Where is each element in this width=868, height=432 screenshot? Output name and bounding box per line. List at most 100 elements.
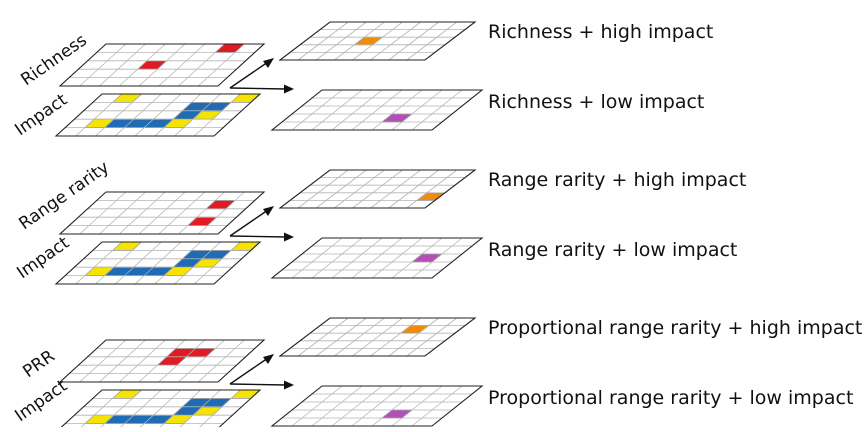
output-low-grid-prr-gridline: [291, 385, 343, 427]
output-high-grid-prr-gridline: [334, 317, 385, 357]
impact-grid-prr-gridline: [174, 389, 221, 432]
output-high-grid-range-rarity-gridline: [334, 169, 385, 209]
arrow-to-low-richness: [229, 84, 294, 94]
output-high-grid-range-rarity-gridline: [316, 169, 367, 209]
metric-grid-prr-gridline: [79, 339, 127, 383]
output-high-grid-range-rarity-gridline: [352, 169, 403, 209]
metric-grid-range-rarity: [58, 191, 266, 235]
output-label-prr-low: Proportional range rarity + low impact: [488, 387, 853, 409]
output-low-grid-richness-outline: [270, 89, 484, 131]
output-low-grid-range-rarity-gridline: [291, 237, 343, 279]
output-low-grid-prr-gridline: [371, 385, 423, 427]
metric-grid-richness-gridline: [158, 43, 206, 87]
impact-grid-range-rarity: [54, 241, 262, 285]
impact-grid-prr-gridline: [134, 389, 182, 432]
output-high-grid-prr-gridline: [388, 317, 439, 357]
output-high-grid-prr-outline: [278, 317, 477, 357]
output-high-grid-range-rarity-gridline: [388, 169, 439, 209]
impact-grid-range-rarity-gridline: [193, 241, 241, 285]
metric-grid-range-rarity-outline: [58, 191, 266, 235]
output-low-grid-range-rarity-gridline: [371, 237, 423, 279]
metric-grid-prr-gridline: [158, 339, 206, 383]
impact-label-2: Impact: [13, 233, 73, 283]
output-high-grid-richness-gridline: [370, 21, 421, 61]
output-high-grid-prr-gridline: [316, 317, 367, 357]
output-low-grid-prr-outline: [270, 385, 484, 427]
arrow-to-low-range-rarity: [229, 232, 294, 242]
output-low-grid-prr-gridline: [311, 385, 363, 427]
arrow-to-low-prr: [229, 380, 294, 390]
impact-grid-richness-gridline: [75, 93, 123, 137]
output-label-range-rarity-low: Range rarity + low impact: [488, 239, 737, 261]
metric-grid-range-rarity-gridline: [158, 191, 206, 235]
metric-grid-richness-gridline: [178, 43, 225, 87]
impact-grid-range-rarity-gridline: [154, 241, 202, 285]
metric-grid-range-rarity-gridline: [99, 191, 146, 235]
metric-grid-prr-gridline: [178, 339, 225, 383]
impact-grid-range-rarity-gridline: [75, 241, 123, 285]
output-high-grid-richness-gridline: [388, 21, 439, 61]
impact-grid-richness-gridline: [95, 93, 142, 137]
output-low-grid-richness-gridline: [311, 89, 363, 131]
impact-grid-richness-gridline: [114, 93, 162, 137]
impact-grid-prr-gridline: [95, 389, 142, 432]
output-low-grid-richness-gridline: [331, 89, 383, 131]
output-high-grid-range-rarity-gridline: [297, 169, 349, 209]
output-low-grid-range-rarity-outline: [270, 237, 484, 279]
impact-grid-range-rarity-gridline: [174, 241, 221, 285]
metric-grid-range-rarity-gridline: [197, 191, 245, 235]
output-label-prr-high: Proportional range rarity + high impact: [488, 317, 862, 339]
output-high-grid-richness-gridline: [406, 21, 458, 61]
arrow-to-high-prr: [229, 354, 274, 385]
impact-grid-richness-outline: [54, 93, 262, 137]
output-high-grid-richness-gridline: [316, 21, 367, 61]
metric-grid-prr-gridline: [99, 339, 146, 383]
output-high-grid-prr-gridline: [406, 317, 458, 357]
output-low-grid-richness-gridline: [371, 89, 423, 131]
output-low-grid-richness-gridline: [351, 89, 403, 131]
output-low-grid-richness-gridline: [411, 89, 463, 131]
output-high-grid-range-rarity-gridline: [370, 169, 421, 209]
metric-grid-prr: [58, 339, 266, 383]
output-high-grid-prr: [278, 317, 477, 357]
metric-grid-richness-gridline: [197, 43, 245, 87]
impact-grid-richness-gridline: [174, 93, 221, 137]
output-low-grid-range-rarity-gridline: [411, 237, 463, 279]
impact-grid-richness-gridline: [134, 93, 182, 137]
metric-grid-richness-gridline: [99, 43, 146, 87]
impact-grid-range-rarity-gridline: [134, 241, 182, 285]
output-low-grid-range-rarity: [270, 237, 484, 279]
output-low-grid-prr-gridline: [391, 385, 443, 427]
metric-grid-richness-gridline: [138, 43, 186, 87]
output-label-richness-low: Richness + low impact: [488, 91, 704, 113]
output-high-grid-range-rarity-gridline: [406, 169, 458, 209]
output-low-grid-prr-gridline: [411, 385, 463, 427]
impact-label-3: Impact: [11, 376, 71, 426]
output-low-grid-prr-gridline: [351, 385, 403, 427]
output-high-grid-richness: [278, 21, 477, 61]
impact-grid-range-rarity-outline: [54, 241, 262, 285]
impact-grid-prr-outline: [55, 389, 262, 432]
grid-layers: [54, 21, 484, 432]
impact-grid-range-rarity-gridline: [114, 241, 162, 285]
impact-grid-prr: [55, 389, 262, 432]
metric-grid-range-rarity-gridline: [178, 191, 225, 235]
output-high-grid-richness-gridline: [352, 21, 403, 61]
arrows: [229, 58, 294, 390]
output-low-grid-range-rarity-gridline: [331, 237, 383, 279]
output-low-grid-richness: [270, 89, 484, 131]
metric-grid-richness: [58, 43, 266, 87]
metric-grid-richness-gridline: [79, 43, 127, 87]
impact-grid-prr-gridline: [154, 389, 202, 432]
output-high-grid-richness-gridline: [297, 21, 349, 61]
metric-grid-richness-outline: [58, 43, 266, 87]
metric-grid-prr-gridline: [118, 339, 166, 383]
metric-label-prr: PRR: [19, 346, 58, 382]
output-low-grid-richness-gridline: [391, 89, 443, 131]
metric-grid-prr-gridline: [197, 339, 245, 383]
impact-grid-richness: [54, 93, 262, 137]
metric-grid-prr-gridline: [138, 339, 186, 383]
impact-grid-richness-gridline: [193, 93, 241, 137]
output-low-grid-range-rarity-gridline: [311, 237, 363, 279]
output-high-grid-range-rarity: [278, 169, 477, 209]
